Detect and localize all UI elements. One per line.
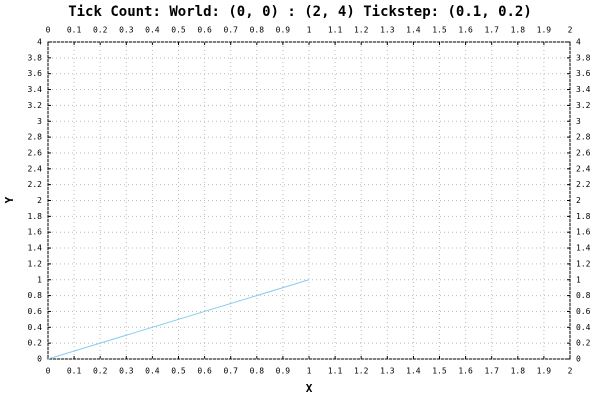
- x-tick-label: 0.1: [67, 26, 82, 35]
- y-tick-label: 0.6: [28, 307, 43, 316]
- y-tick-label: 3.6: [28, 69, 43, 78]
- x-axis-label: X: [306, 382, 313, 395]
- y-tick-label: 0.6: [576, 307, 591, 316]
- x-tick-label: 1.6: [458, 367, 473, 376]
- x-tick-label: 0.8: [250, 26, 265, 35]
- x-tick-label: 1.4: [406, 367, 421, 376]
- y-tick-label: 3.4: [576, 85, 591, 94]
- y-tick-label: 4: [576, 38, 581, 47]
- y-tick-label: 1.2: [28, 259, 43, 268]
- x-tick-label: 2: [568, 26, 573, 35]
- y-tick-label: 0.8: [28, 291, 43, 300]
- y-tick-label: 1: [576, 275, 581, 284]
- x-tick-label: 0.7: [223, 26, 238, 35]
- x-tick-label: 0.6: [197, 367, 212, 376]
- y-tick-label: 0.4: [28, 323, 43, 332]
- x-tick-label: 0.7: [223, 367, 238, 376]
- y-tick-label: 0.8: [576, 291, 591, 300]
- chart-title: Tick Count: World: (0, 0) : (2, 4) Ticks…: [68, 4, 532, 20]
- y-tick-label: 1.6: [28, 228, 43, 237]
- y-tick-label: 1.8: [28, 212, 43, 221]
- x-tick-label: 1.3: [380, 26, 395, 35]
- y-tick-label: 1.2: [576, 259, 591, 268]
- x-tick-label: 0.4: [145, 26, 160, 35]
- y-tick-label: 3.8: [576, 53, 591, 62]
- x-tick-label: 1.6: [458, 26, 473, 35]
- x-tick-label: 0.4: [145, 367, 160, 376]
- y-tick-label: 0.2: [576, 339, 591, 348]
- y-tick-label: 0: [37, 355, 42, 364]
- y-tick-label: 2.6: [28, 148, 43, 157]
- y-tick-label: 0: [576, 355, 581, 364]
- y-tick-label: 1.8: [576, 212, 591, 221]
- x-tick-label: 1: [307, 26, 312, 35]
- x-tick-label: 1.1: [328, 26, 343, 35]
- y-tick-label: 3: [37, 117, 42, 126]
- x-tick-label: 1.7: [484, 367, 499, 376]
- y-tick-label: 1.6: [576, 228, 591, 237]
- x-tick-label: 0.2: [93, 26, 108, 35]
- x-tick-label: 2: [568, 367, 573, 376]
- y-tick-label: 2.6: [576, 148, 591, 157]
- x-tick-label: 0.5: [171, 367, 186, 376]
- y-tick-label: 2.8: [576, 133, 591, 142]
- x-tick-label: 0.5: [171, 26, 186, 35]
- x-tick-label: 0.6: [197, 26, 212, 35]
- y-tick-label: 1.4: [28, 244, 43, 253]
- y-tick-label: 2.2: [576, 180, 591, 189]
- y-tick-label: 4: [37, 38, 42, 47]
- x-tick-label: 1.7: [484, 26, 499, 35]
- x-tick-label: 0.3: [119, 367, 134, 376]
- x-tick-label: 1.9: [537, 26, 552, 35]
- x-tick-label: 0: [46, 26, 51, 35]
- y-tick-label: 3.6: [576, 69, 591, 78]
- y-tick-label: 0.2: [28, 339, 43, 348]
- y-tick-label: 2: [37, 196, 42, 205]
- y-tick-label: 3: [576, 117, 581, 126]
- y-tick-label: 1: [37, 275, 42, 284]
- x-tick-label: 0.9: [276, 26, 291, 35]
- y-tick-label: 3.2: [576, 101, 591, 110]
- x-tick-label: 0.8: [250, 367, 265, 376]
- y-tick-label: 2.8: [28, 133, 43, 142]
- y-tick-label: 2.4: [576, 164, 591, 173]
- y-tick-label: 3.8: [28, 53, 43, 62]
- y-axis-label: Y: [3, 196, 16, 203]
- line-series: [47, 279, 310, 360]
- x-tick-label: 1.2: [354, 26, 369, 35]
- x-tick-label: 1: [307, 367, 312, 376]
- y-tick-label: 2.2: [28, 180, 43, 189]
- x-tick-label: 0.3: [119, 26, 134, 35]
- y-tick-label: 3.2: [28, 101, 43, 110]
- x-tick-label: 1.5: [432, 26, 447, 35]
- x-tick-label: 0.9: [276, 367, 291, 376]
- x-tick-label: 1.4: [406, 26, 421, 35]
- x-tick-label: 0: [46, 367, 51, 376]
- y-tick-label: 2.4: [28, 164, 43, 173]
- x-tick-label: 1.9: [537, 367, 552, 376]
- x-tick-label: 1.8: [511, 26, 526, 35]
- x-tick-label: 0.1: [67, 367, 82, 376]
- y-tick-label: 3.4: [28, 85, 43, 94]
- y-tick-label: 0.4: [576, 323, 591, 332]
- y-tick-label: 2: [576, 196, 581, 205]
- x-tick-label: 1.5: [432, 367, 447, 376]
- x-tick-label: 1.8: [511, 367, 526, 376]
- x-tick-label: 1.3: [380, 367, 395, 376]
- x-tick-label: 1.2: [354, 367, 369, 376]
- x-tick-label: 1.1: [328, 367, 343, 376]
- x-tick-label: 0.2: [93, 367, 108, 376]
- y-tick-label: 1.4: [576, 244, 591, 253]
